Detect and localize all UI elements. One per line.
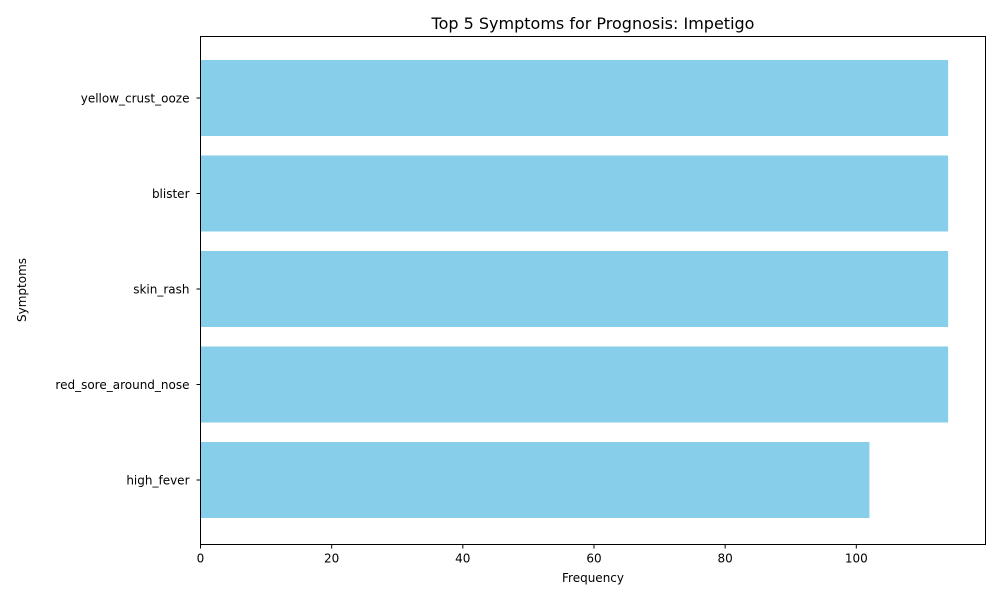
bar-blister — [200, 155, 949, 232]
chart-title: Top 5 Symptoms for Prognosis: Impetigo — [431, 14, 755, 33]
x-tick-label: 80 — [718, 552, 733, 566]
bar-yellow-crust-ooze — [200, 60, 949, 136]
y-tick-label: skin_rash — [133, 283, 189, 297]
x-tick-label: 40 — [455, 552, 470, 566]
y-tick-label: high_fever — [126, 474, 189, 488]
plot-frame — [200, 36, 986, 545]
x-tick-label: 100 — [845, 552, 868, 566]
bar-skin-rash — [200, 251, 949, 327]
y-axis-label: Symptoms — [15, 258, 29, 322]
x-ticks-group: 0 20 40 60 80 100 — [197, 544, 868, 566]
bars-group — [200, 60, 949, 518]
x-tick-label: 60 — [586, 552, 601, 566]
y-tick-label: blister — [152, 187, 190, 201]
x-tick-label: 0 — [197, 552, 205, 566]
x-axis-label: Frequency — [562, 571, 624, 585]
x-tick-label: 20 — [324, 552, 339, 566]
y-tick-label: red_sore_around_nose — [55, 378, 189, 392]
bar-red-sore-around-nose — [200, 346, 949, 423]
bar-high-fever — [200, 442, 870, 518]
y-tick-label: yellow_crust_ooze — [81, 92, 190, 106]
